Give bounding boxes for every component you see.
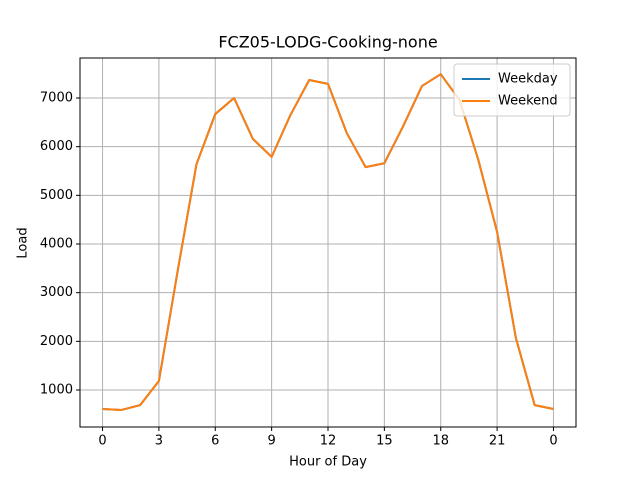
- y-tick-label: 3000: [40, 285, 73, 300]
- legend-label: Weekend: [498, 94, 558, 109]
- x-tick-label: 0: [98, 434, 106, 449]
- x-tick-label: 6: [211, 434, 219, 449]
- y-tick-label: 6000: [40, 139, 73, 154]
- series-line: [102, 73, 554, 411]
- x-tick-label: 3: [155, 434, 163, 449]
- legend-label: Weekday: [498, 72, 558, 87]
- x-tick-label: 21: [489, 434, 506, 449]
- plot-frame: [79, 57, 577, 428]
- x-tick-label: 18: [432, 434, 449, 449]
- x-axis-label: Hour of Day: [289, 455, 367, 470]
- y-axis-label: Load: [16, 227, 31, 258]
- y-tick-label: 7000: [40, 91, 73, 106]
- legend-box: [453, 63, 571, 117]
- y-tick-label: 5000: [40, 188, 73, 203]
- x-tick-label: 15: [376, 434, 393, 449]
- x-tick-label: 0: [549, 434, 557, 449]
- y-tick-label: 4000: [40, 237, 73, 252]
- y-tick-label: 2000: [40, 334, 73, 349]
- x-tick-label: 9: [267, 434, 275, 449]
- x-tick-label: 12: [320, 434, 337, 449]
- y-tick-label: 1000: [40, 383, 73, 398]
- chart-title: FCZ05-LODG-Cooking-none: [218, 33, 437, 52]
